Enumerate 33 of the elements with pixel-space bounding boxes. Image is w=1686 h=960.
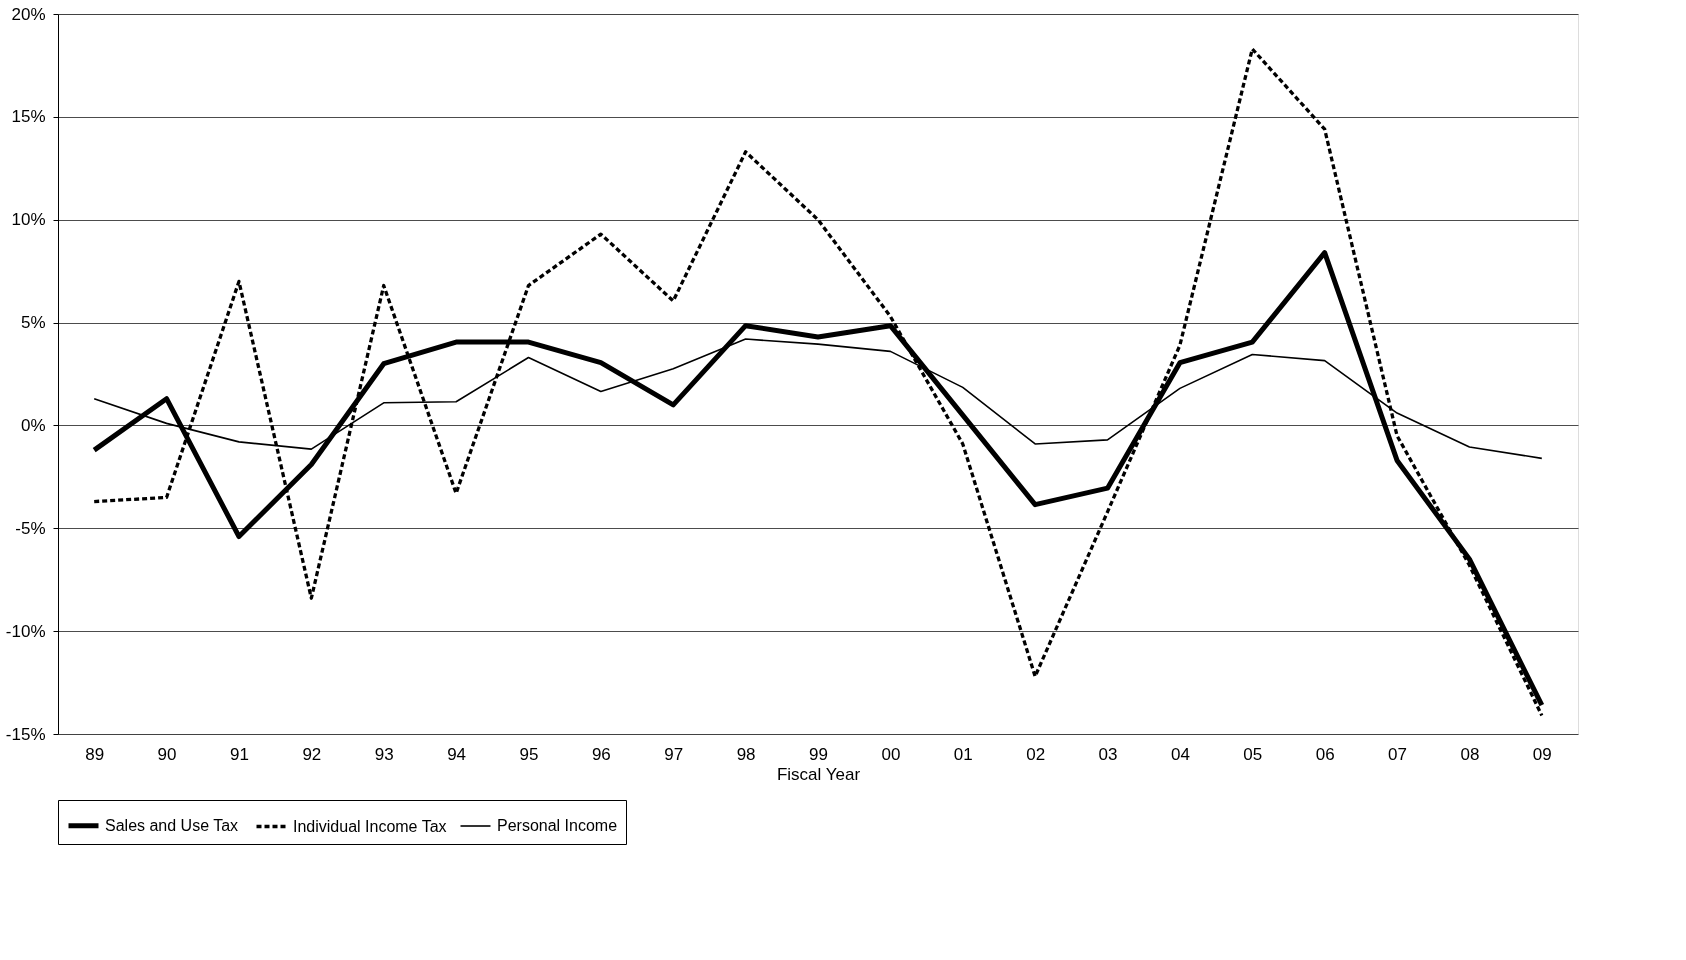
x-tick-label: 89: [85, 744, 105, 764]
legend-label: Individual Income Tax: [293, 817, 447, 835]
legend-label: Personal Income: [497, 817, 618, 834]
y-tick-label: 20%: [11, 4, 46, 24]
x-tick-label: 07: [1388, 744, 1408, 764]
legend-label: Sales and Use Tax: [105, 816, 239, 834]
x-tick-label: 92: [302, 744, 322, 764]
x-tick-label: 03: [1098, 744, 1118, 764]
x-tick-label: 99: [809, 744, 828, 764]
x-tick-label: 04: [1170, 744, 1190, 764]
x-tick-label: 96: [591, 744, 611, 764]
x-tick-label: 05: [1243, 744, 1263, 764]
x-tick-label: 95: [519, 744, 539, 764]
x-tick-label: 91: [229, 744, 249, 764]
x-tick-label: 98: [736, 744, 756, 764]
x-tick-label: 09: [1532, 744, 1552, 764]
y-tick-label: -15%: [5, 724, 46, 744]
x-tick-label: 02: [1026, 744, 1046, 764]
x-tick-label: 94: [447, 744, 467, 764]
x-tick-label: 97: [664, 744, 684, 764]
y-tick-label: 15%: [11, 107, 46, 127]
y-tick-label: 5%: [20, 313, 46, 333]
y-tick-label: 0%: [20, 415, 46, 435]
y-tick-label: 10%: [11, 210, 46, 230]
x-tick-label: 90: [157, 744, 177, 764]
x-tick-label: 93: [374, 744, 394, 764]
x-tick-label: 08: [1460, 744, 1480, 764]
x-tick-label: 00: [881, 744, 901, 764]
y-tick-label: -5%: [15, 518, 46, 538]
x-tick-label: 06: [1315, 744, 1335, 764]
y-tick-label: -10%: [5, 621, 46, 641]
x-axis-title: Fiscal Year: [776, 764, 861, 784]
x-tick-label: 01: [953, 744, 973, 764]
